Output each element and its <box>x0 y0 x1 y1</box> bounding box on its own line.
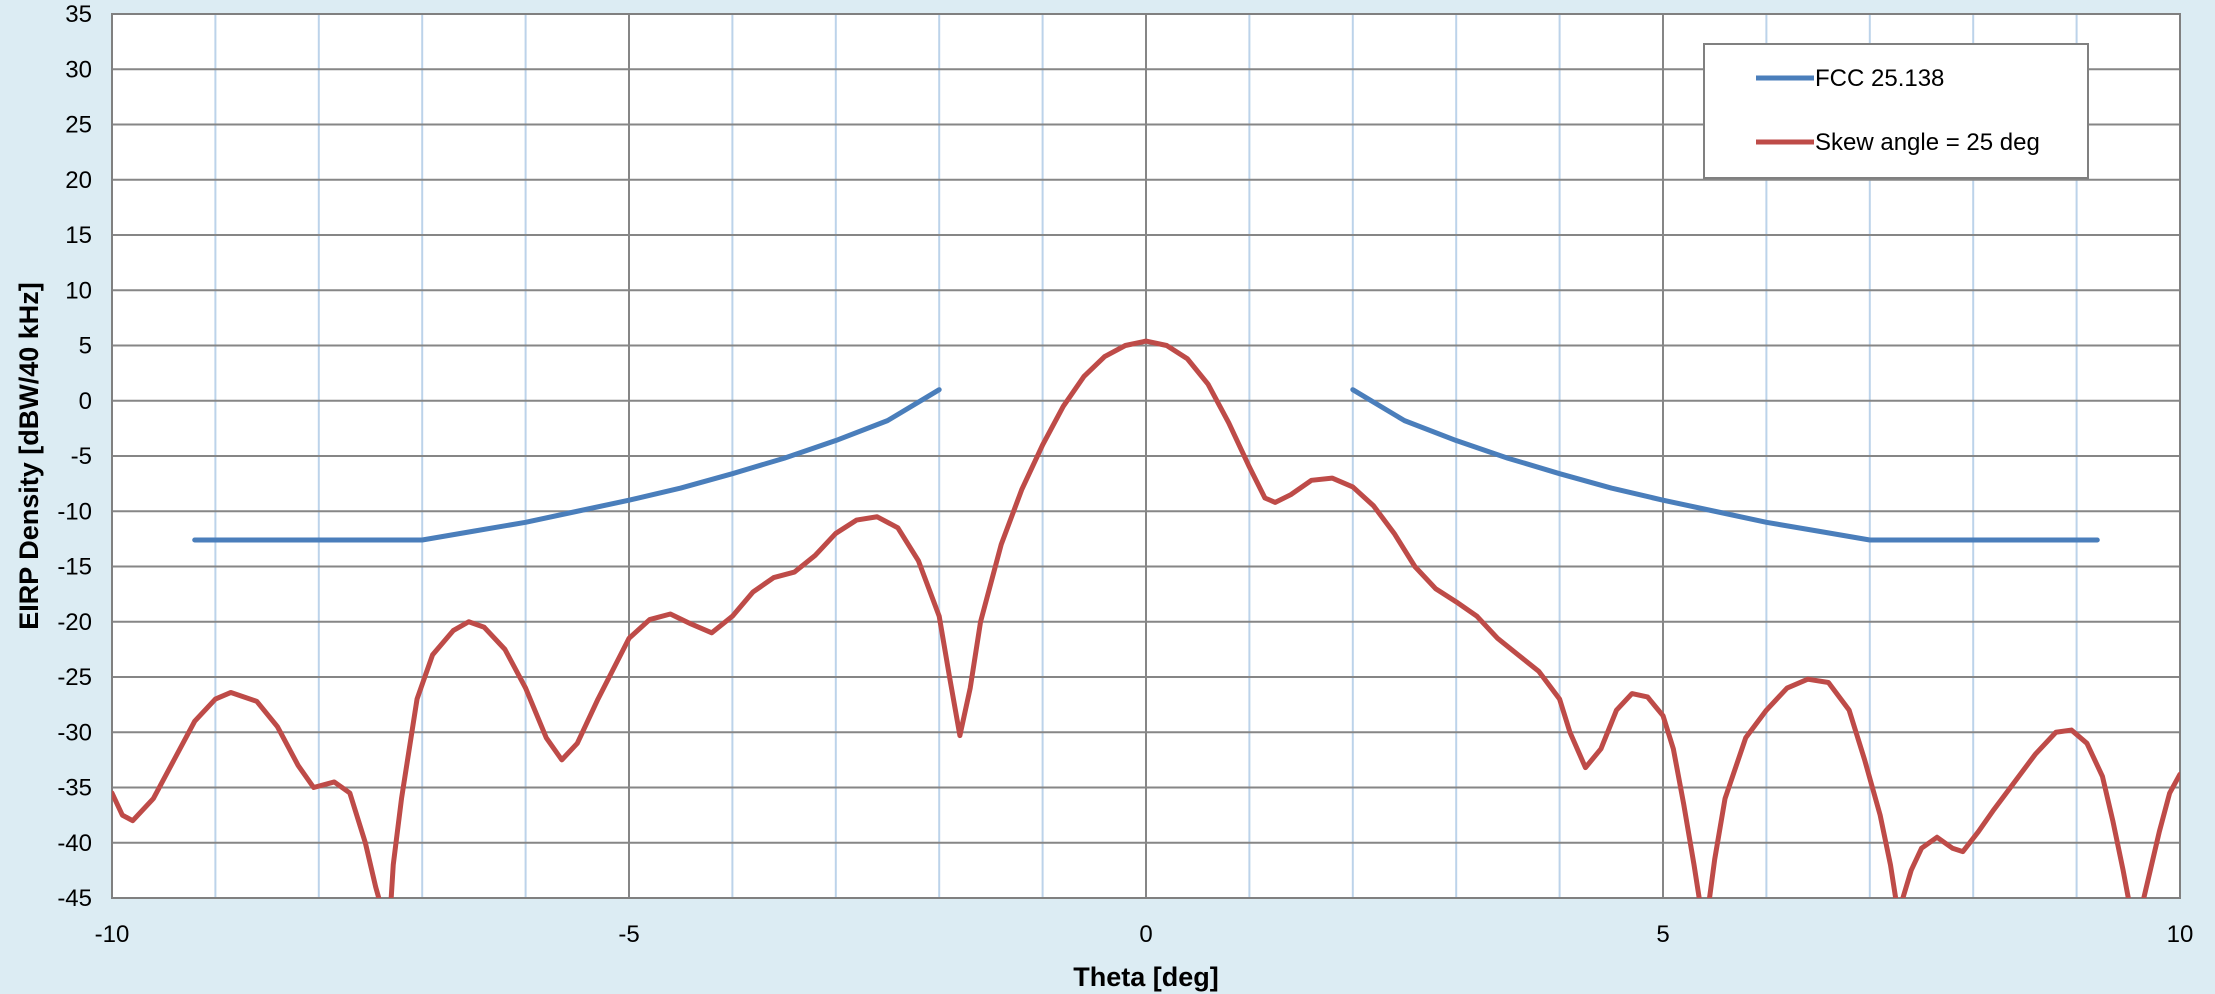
y-tick-label: -5 <box>71 443 92 470</box>
series-line <box>192 387 942 543</box>
series-line <box>1707 676 1899 898</box>
plot-border <box>111 13 2181 899</box>
y-tick-label: 0 <box>79 388 92 415</box>
x-axis-title: Theta [deg] <box>1073 962 1219 992</box>
series-line <box>1900 727 2131 898</box>
x-axis-tick-labels: -10 -5 0 5 10 <box>95 921 2194 948</box>
x-tick-label: 0 <box>1139 921 1152 948</box>
legend-box <box>1703 43 2089 179</box>
y-tick-label: 25 <box>65 112 92 139</box>
legend-label-fcc: FCC 25.138 <box>1815 65 1944 92</box>
series-skew-angle-25-deg <box>112 338 2180 898</box>
y-axis-tick-labels: -45 -40 -35 -30 -25 -20 -15 -10 -5 0 5 10 15 20 25 30 35 <box>57 1 92 912</box>
x-tick-label: 10 <box>2167 921 2194 948</box>
series-fcc-25-138 <box>192 387 2100 543</box>
y-axis-title: EIRP Density [dBW/40 kHz] <box>14 282 44 630</box>
x-tick-label: 5 <box>1656 921 1669 948</box>
y-tick-label: 20 <box>65 167 92 194</box>
y-tick-label: -15 <box>57 554 92 581</box>
y-tick-label: 10 <box>65 277 92 304</box>
y-tick-label: -45 <box>57 885 92 912</box>
series-line <box>388 338 1702 898</box>
legend-label-skew: Skew angle = 25 deg <box>1815 129 2040 156</box>
y-tick-label: 35 <box>65 1 92 28</box>
x-tick-label: -10 <box>95 921 130 948</box>
y-tick-label: 30 <box>65 56 92 83</box>
series-line <box>1350 387 2100 543</box>
series-layer <box>112 338 2180 898</box>
y-tick-label: 5 <box>79 333 92 360</box>
series-line <box>2141 771 2180 898</box>
y-tick-label: -35 <box>57 775 92 802</box>
legend: FCC 25.138 Skew angle = 25 deg <box>1703 43 2089 179</box>
y-tick-label: 15 <box>65 222 92 249</box>
series-line <box>112 689 382 898</box>
x-tick-label: -5 <box>618 921 639 948</box>
y-tick-label: -10 <box>57 498 92 525</box>
y-tick-label: -30 <box>57 719 92 746</box>
y-tick-label: -40 <box>57 830 92 857</box>
y-tick-label: -25 <box>57 664 92 691</box>
y-tick-label: -20 <box>57 609 92 636</box>
